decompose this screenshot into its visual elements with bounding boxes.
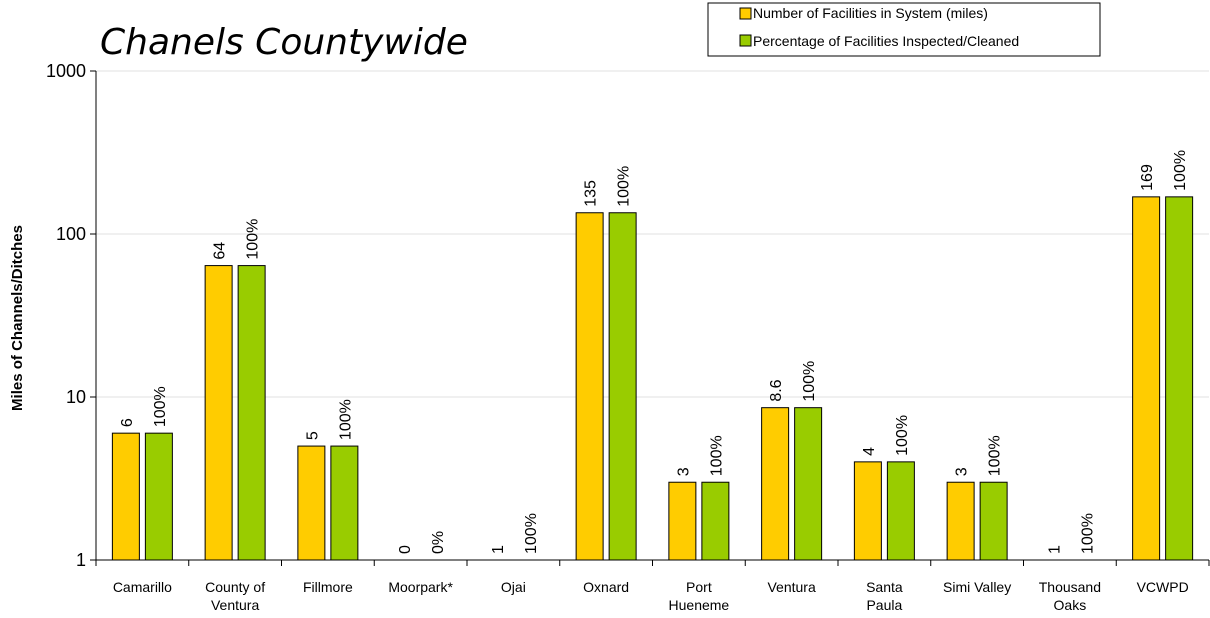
y-tick-label: 100 — [56, 224, 86, 244]
bar — [979, 481, 1008, 561]
data-label: 4 — [861, 447, 878, 456]
bar — [701, 481, 730, 561]
y-tick-label: 1000 — [46, 61, 86, 81]
y-axis-label: Miles of Channels/Ditches — [9, 225, 26, 411]
legend: Number of Facilities in System (miles) P… — [707, 2, 1101, 57]
y-tick-labels: 1 10 100 1000 — [46, 61, 86, 570]
bar — [608, 212, 637, 561]
bar — [794, 407, 823, 561]
x-category-label: Moorpark* — [388, 579, 453, 595]
legend-label-facilities: Number of Facilities in System (miles) — [753, 5, 988, 21]
data-label: 1 — [490, 545, 507, 554]
x-category-label: Ventura — [211, 597, 259, 613]
y-tick-label: 1 — [76, 550, 86, 570]
x-category-label: Camarillo — [113, 579, 172, 595]
data-label: 5 — [304, 431, 321, 440]
data-labels: 6 100% 64 100% 5 100% 0 0% 1 100% 135 100% 3 100% 8.6 1… — [119, 150, 1189, 554]
y-tick-label: 10 — [66, 387, 86, 407]
bar — [886, 461, 915, 561]
x-category-label: Paula — [866, 597, 902, 613]
legend-swatch-percentage — [739, 34, 752, 47]
data-label: 169 — [1139, 164, 1156, 191]
x-category-label: Simi Valley — [943, 579, 1011, 595]
bar — [330, 445, 359, 561]
axes — [90, 70, 1210, 566]
bars — [111, 196, 1194, 561]
data-label: 100% — [245, 219, 262, 260]
bar — [111, 432, 140, 561]
x-category-label: Oxnard — [583, 579, 629, 595]
data-label: 1 — [1046, 545, 1063, 554]
x-category-label: Thousand — [1039, 579, 1101, 595]
bar — [853, 461, 882, 561]
x-category-label: County of — [205, 579, 265, 595]
bar — [575, 212, 604, 561]
legend-box — [707, 2, 1101, 57]
data-label: 100% — [1079, 513, 1096, 554]
x-category-label: VCWPD — [1137, 579, 1189, 595]
data-label: 3 — [954, 467, 971, 476]
legend-label-percentage: Percentage of Facilities Inspected/Clean… — [753, 33, 1019, 49]
data-label: 135 — [583, 180, 600, 207]
x-category-label: Santa — [866, 579, 903, 595]
data-label: 0 — [397, 545, 414, 554]
data-label: 100% — [987, 435, 1004, 476]
data-label: 100% — [616, 166, 633, 207]
x-category-label: Oaks — [1054, 597, 1087, 613]
data-label: 8.6 — [768, 379, 785, 401]
data-label: 100% — [337, 399, 354, 440]
data-label: 64 — [212, 242, 229, 260]
data-label: 100% — [801, 361, 818, 402]
data-label: 100% — [708, 435, 725, 476]
bar — [761, 407, 790, 561]
bar — [668, 481, 697, 561]
x-category-label: Ojai — [501, 579, 526, 595]
bar — [237, 265, 266, 561]
data-label: 6 — [119, 418, 136, 427]
data-label: 100% — [152, 386, 169, 427]
legend-swatch-facilities — [739, 7, 752, 20]
data-label: 100% — [894, 415, 911, 456]
bar — [204, 265, 233, 561]
x-category-label: Ventura — [767, 579, 815, 595]
x-category-label: Fillmore — [303, 579, 353, 595]
data-label: 0% — [430, 531, 447, 554]
gridlines — [96, 70, 1209, 398]
data-label: 3 — [675, 467, 692, 476]
bar — [297, 445, 326, 561]
data-label: 100% — [1172, 150, 1189, 191]
bar — [946, 481, 975, 561]
bar — [1165, 196, 1194, 561]
x-category-label: Hueneme — [669, 597, 730, 613]
bar — [144, 432, 173, 561]
bar — [1132, 196, 1161, 561]
data-label: 100% — [523, 513, 540, 554]
x-category-label: Port — [686, 579, 712, 595]
chart-title: Chanels Countywide — [100, 22, 468, 63]
x-category-labels: Camarillo County of Ventura Fillmore Moorpar… — [113, 579, 1189, 613]
